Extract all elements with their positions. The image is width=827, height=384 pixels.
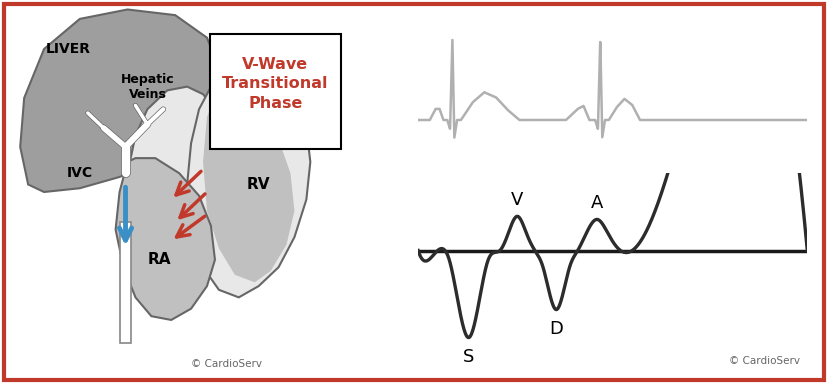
Text: LIVER: LIVER <box>45 42 90 56</box>
Polygon shape <box>119 222 131 343</box>
Polygon shape <box>127 173 203 305</box>
Text: S: S <box>462 348 474 366</box>
Text: A: A <box>590 194 603 212</box>
Text: © CardioServ: © CardioServ <box>191 359 262 369</box>
FancyBboxPatch shape <box>209 35 341 149</box>
Text: RA: RA <box>147 252 171 267</box>
Text: Hepatic
Veins: Hepatic Veins <box>121 73 174 101</box>
Polygon shape <box>20 10 222 192</box>
Text: D: D <box>548 321 562 338</box>
Polygon shape <box>123 87 235 313</box>
Text: IVC: IVC <box>67 166 93 180</box>
Text: V: V <box>510 190 523 209</box>
Polygon shape <box>203 90 294 282</box>
Polygon shape <box>116 158 215 320</box>
Text: RV: RV <box>246 177 270 192</box>
Polygon shape <box>187 71 310 297</box>
Text: V-Wave
Transitional
Phase: V-Wave Transitional Phase <box>222 56 328 111</box>
Text: © CardioServ: © CardioServ <box>728 356 799 366</box>
